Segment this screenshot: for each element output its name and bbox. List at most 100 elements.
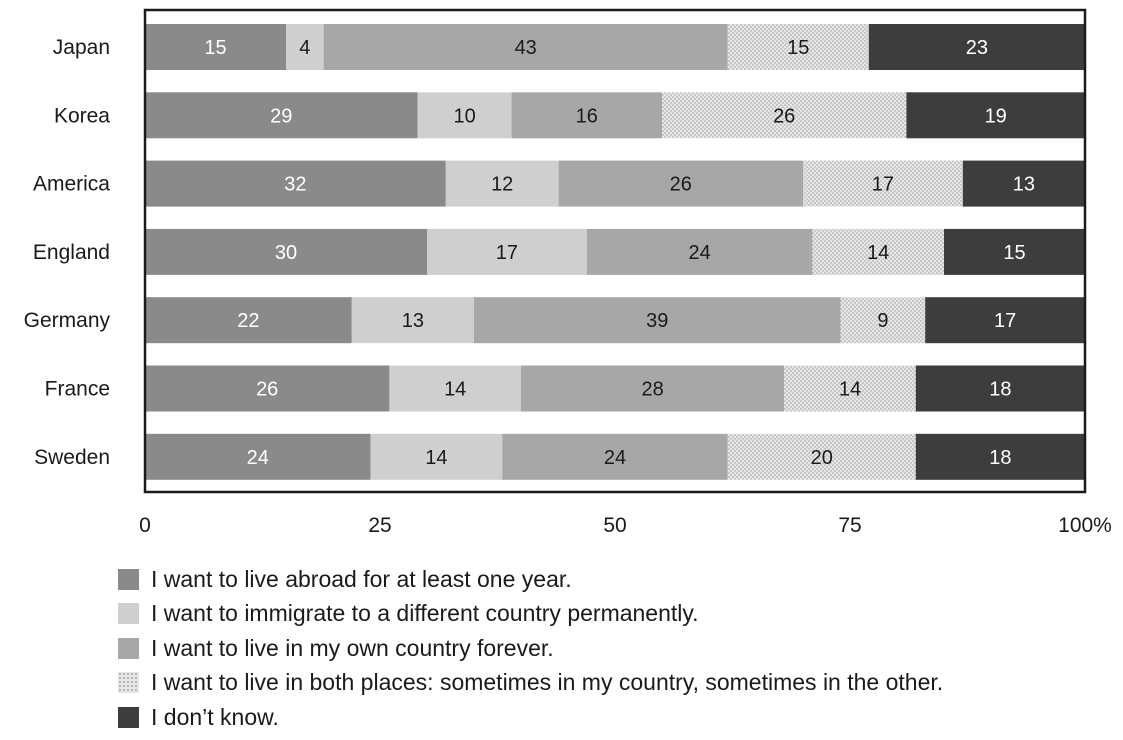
value-label-germany-series-3: 39 [646, 310, 668, 332]
category-label-korea: Korea [54, 104, 110, 127]
value-label-korea-series-1: 29 [270, 105, 292, 127]
bar-segment-germany-series-5 [925, 297, 1085, 344]
x-tick-label-1: 0 [139, 514, 151, 537]
bar-segment-england-series-3 [586, 228, 813, 275]
bar-segment-england-series-5 [944, 228, 1085, 275]
category-label-france: France [45, 378, 110, 401]
category-label-sweden: Sweden [34, 446, 110, 469]
bar-segment-germany-series-4 [840, 297, 926, 344]
value-label-america-series-1: 32 [284, 174, 306, 196]
bar-segment-korea-series-3 [511, 92, 662, 139]
value-label-korea-series-3: 16 [576, 105, 598, 127]
bar-segment-america-series-5 [962, 160, 1085, 207]
plot-frame [143, 8, 1087, 494]
bar-segment-sweden-series-5 [915, 433, 1085, 480]
category-label-japan: Japan [53, 36, 110, 59]
value-label-japan-series-3: 43 [515, 37, 537, 59]
value-label-korea-series-2: 10 [453, 105, 475, 127]
bar-segment-japan-series-5 [868, 24, 1085, 70]
x-tick-label-3: 50 [603, 514, 626, 537]
legend-swatch-2 [118, 603, 139, 625]
legend-label-5: I don’t know. [151, 703, 279, 730]
legend-item-5: I don’t know. [118, 700, 1118, 735]
value-label-sweden-series-3: 24 [604, 447, 626, 469]
x-tick-label-2: 25 [368, 514, 391, 537]
legend-item-4: I want to live in both places: sometimes… [118, 666, 1118, 701]
value-label-england-series-5: 15 [1003, 242, 1025, 264]
bar-segment-france-series-3 [521, 365, 785, 412]
legend-label-3: I want to live in my own country forever… [151, 634, 554, 661]
value-label-england-series-4: 14 [867, 242, 889, 264]
value-label-germany-series-5: 17 [994, 310, 1016, 332]
value-label-france-series-1: 26 [256, 379, 278, 401]
bar-segment-korea-series-5 [906, 92, 1085, 139]
axes-layer [143, 8, 1087, 494]
category-label-america: America [33, 173, 110, 196]
bar-segment-sweden-series-3 [502, 433, 728, 480]
category-label-germany: Germany [24, 309, 111, 332]
value-labels-layer: 15 4 43 15 23 29 10 16 26 19 32 12 26 17 13 30 17 24 14 15 2… [204, 37, 1035, 469]
bar-segment-japan-series-2 [286, 24, 324, 70]
value-label-france-series-3: 28 [641, 379, 663, 401]
bar-segment-sweden-series-1 [145, 433, 371, 480]
value-label-france-series-2: 14 [444, 379, 466, 401]
value-label-america-series-3: 26 [670, 174, 692, 196]
bar-segment-korea-series-2 [417, 92, 512, 139]
value-label-sweden-series-2: 14 [425, 447, 447, 469]
bar-segment-england-series-2 [427, 228, 587, 275]
value-label-america-series-5: 13 [1013, 174, 1035, 196]
value-label-korea-series-4: 26 [773, 105, 795, 127]
value-label-france-series-5: 18 [989, 379, 1011, 401]
x-axis-ticks-layer: 0 25 50 75 100% [139, 514, 1112, 537]
bar-segment-america-series-2 [445, 160, 559, 207]
bar-segment-korea-series-4 [662, 92, 907, 139]
bar-segment-germany-series-2 [351, 297, 474, 344]
value-label-sweden-series-5: 18 [989, 447, 1011, 469]
legend-label-2: I want to immigrate to a different count… [151, 600, 699, 627]
value-label-japan-series-4: 15 [787, 37, 809, 59]
bar-segment-england-series-1 [145, 228, 427, 275]
bar-segment-korea-series-1 [145, 92, 418, 139]
bar-segment-japan-series-1 [145, 24, 286, 70]
value-label-england-series-2: 17 [496, 242, 518, 264]
value-label-england-series-1: 30 [275, 242, 297, 264]
value-label-sweden-series-4: 20 [811, 447, 833, 469]
bar-segment-england-series-4 [812, 228, 944, 275]
value-label-germany-series-1: 22 [237, 310, 259, 332]
bar-segment-sweden-series-2 [370, 433, 503, 480]
category-label-england: England [33, 241, 110, 264]
legend-swatch-3 [118, 637, 139, 659]
stacked-bar-chart: 15 4 43 15 23 29 10 16 26 19 32 12 26 17 13 30 17 24 14 15 2… [24, 8, 1112, 537]
legend-item-2: I want to immigrate to a different count… [118, 597, 1118, 632]
value-label-japan-series-1: 15 [204, 37, 226, 59]
legend-swatch-1 [118, 568, 139, 590]
bar-segment-america-series-4 [803, 160, 963, 207]
bars-layer [145, 24, 1085, 480]
legend-item-3: I want to live in my own country forever… [118, 631, 1118, 666]
value-label-korea-series-5: 19 [985, 105, 1007, 127]
category-labels-layer: Japan Korea America England Germany France Swe… [24, 36, 111, 469]
bar-segment-america-series-3 [558, 160, 803, 207]
value-label-germany-series-4: 9 [877, 310, 888, 332]
legend-label-4: I want to live in both places: sometimes… [151, 669, 944, 696]
bar-segment-america-series-1 [145, 160, 446, 207]
value-label-america-series-2: 12 [491, 174, 513, 196]
value-label-japan-series-5: 23 [966, 37, 988, 59]
legend-swatch-4 [118, 672, 139, 694]
bar-segment-germany-series-1 [145, 297, 352, 344]
legend: I want to live abroad for at least one y… [118, 562, 1118, 735]
value-label-germany-series-2: 13 [402, 310, 424, 332]
bar-segment-sweden-series-4 [727, 433, 916, 480]
bar-segment-japan-series-3 [323, 24, 728, 70]
legend-item-1: I want to live abroad for at least one y… [118, 562, 1118, 597]
value-label-england-series-3: 24 [688, 242, 710, 264]
legend-swatch-5 [118, 706, 139, 728]
legend-label-1: I want to live abroad for at least one y… [151, 565, 572, 592]
bar-segment-germany-series-3 [474, 297, 841, 344]
bar-segment-france-series-5 [915, 365, 1085, 412]
value-label-japan-series-2: 4 [299, 37, 310, 59]
bar-segment-france-series-1 [145, 365, 390, 412]
value-label-america-series-4: 17 [872, 174, 894, 196]
x-tick-label-4: 75 [838, 514, 861, 537]
